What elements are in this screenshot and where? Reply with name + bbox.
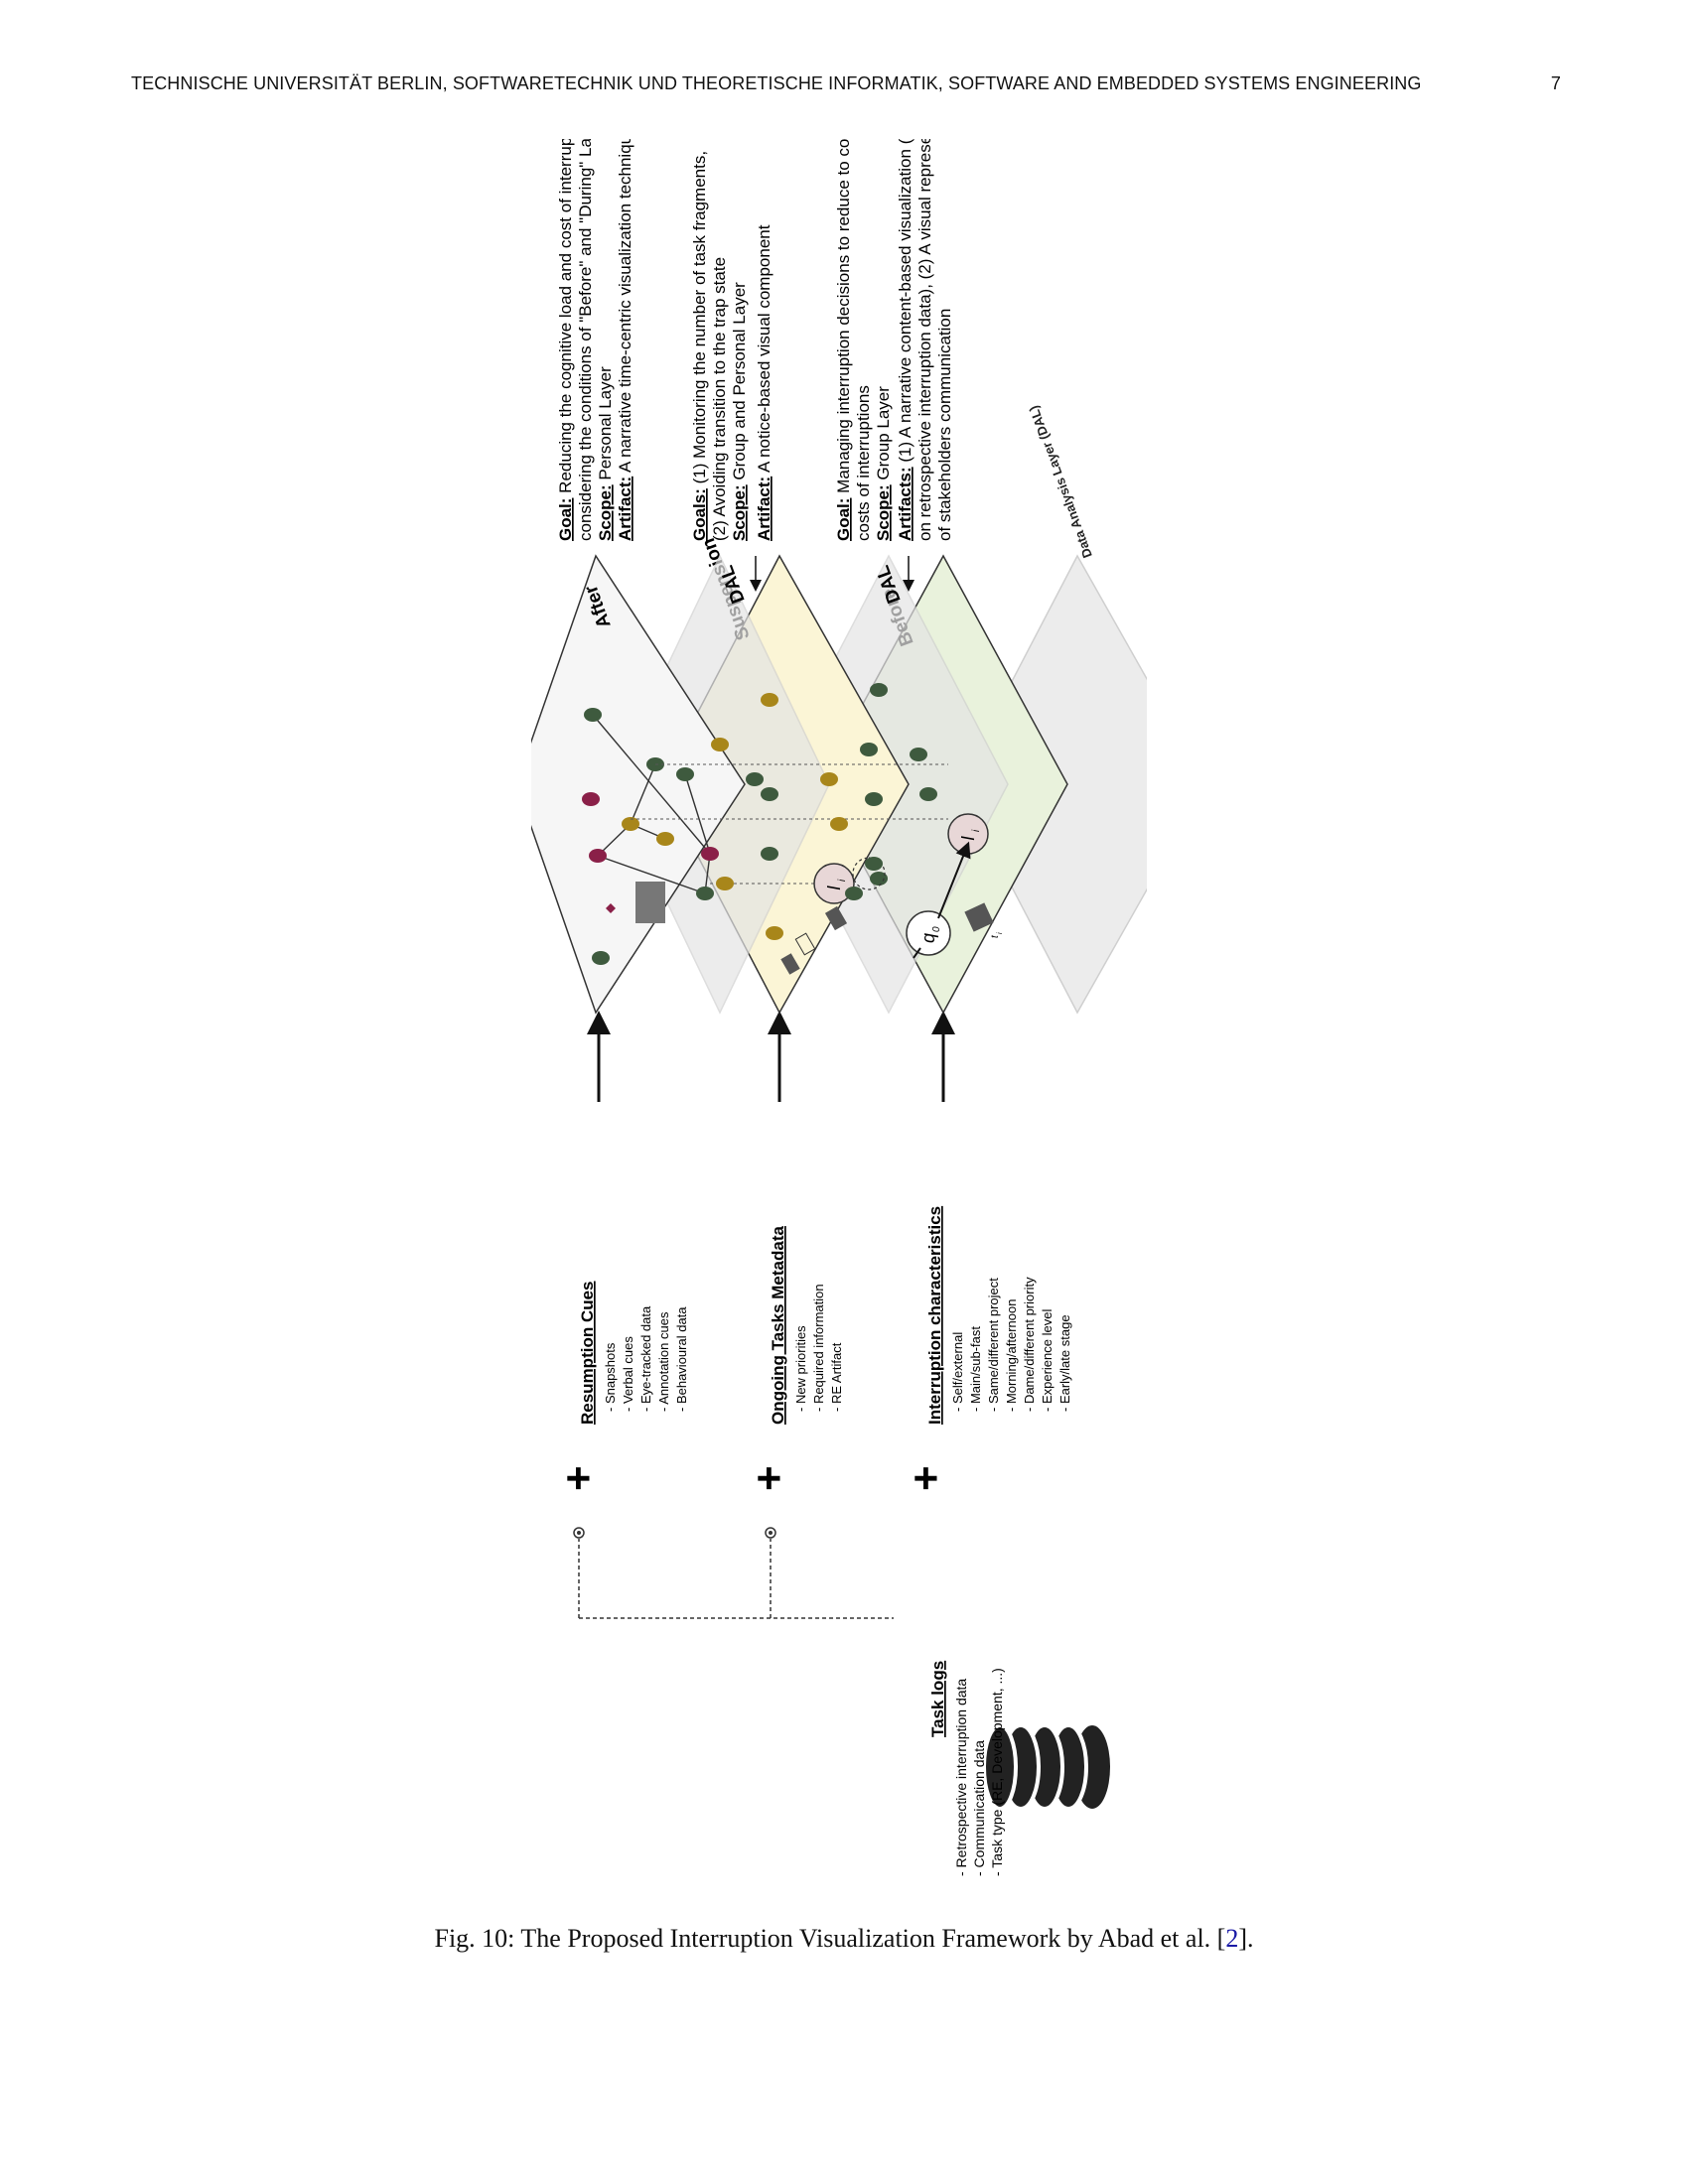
after-network-nodes — [582, 708, 719, 965]
dal-full-label: Data Analysis Layer (DAL) — [1026, 404, 1095, 560]
svg-text:Goal: Reducing the cognitive l: Goal: Reducing the cognitive load and co… — [556, 139, 575, 541]
snapshot-box — [635, 882, 665, 923]
running-header: TECHNISCHE UNIVERSITÄT BERLIN, SOFTWARET… — [131, 73, 1561, 99]
svg-text:on retrospective interruption: on retrospective interruption data), (2)… — [915, 139, 934, 541]
svg-text:Scope: Personal Layer: Scope: Personal Layer — [596, 366, 615, 541]
plus-sign: + — [554, 1465, 603, 1491]
input-item: - Main/sub-fast — [968, 1326, 983, 1412]
input-item: - Snapshots — [603, 1342, 618, 1412]
input-item: - Verbal cues — [621, 1336, 635, 1412]
after-network-edges — [592, 714, 711, 894]
svg-text:Artifact: A notice-based visua: Artifact: A notice-based visual componen… — [755, 224, 774, 541]
svg-text:Goals: (1) Monitoring the numb: Goals: (1) Monitoring the number of task… — [690, 151, 709, 541]
framework-figure-svg: Task logs - Retrospective interruption d… — [531, 139, 1147, 1876]
interruption-node — [813, 863, 855, 904]
graph-node — [656, 832, 674, 846]
svg-text:Scope: Group and Personal Laye: Scope: Group and Personal Layer — [730, 282, 749, 541]
svg-text:0: 0 — [931, 926, 942, 932]
input-item: - New priorities — [793, 1325, 808, 1412]
graph-node — [592, 951, 610, 965]
figure-caption: Fig. 10: The Proposed Interruption Visua… — [0, 1924, 1688, 1954]
task-logs-title: Task logs — [928, 1661, 947, 1737]
input-item: - Eye-tracked data — [638, 1305, 653, 1412]
svg-text:Scope: Group Layer: Scope: Group Layer — [874, 386, 893, 541]
input-item: - Behavioural data — [674, 1306, 689, 1412]
svg-text:Goal: Managing interruption de: Goal: Managing interruption decisions to… — [834, 139, 853, 541]
citation-link[interactable]: 2 — [1225, 1924, 1239, 1953]
start-state-node — [906, 910, 951, 956]
svg-text:q: q — [918, 933, 938, 943]
resumption-cues-title: Resumption Cues — [578, 1281, 597, 1425]
svg-text:(2) Avoiding transition to the: (2) Avoiding transition to the trap stat… — [710, 257, 729, 541]
svg-text:i: i — [997, 932, 1004, 934]
page-number: 7 — [1550, 73, 1561, 93]
svg-text:Artifacts: (1) A narrative con: Artifacts: (1) A narrative content-based… — [896, 139, 914, 541]
svg-text:I: I — [958, 836, 978, 841]
interruption-characteristics-title: Interruption characteristics — [925, 1206, 944, 1425]
input-item: - Self/external — [950, 1332, 965, 1412]
graph-node — [622, 817, 639, 831]
input-item: - RE Artifact — [829, 1342, 844, 1412]
description-before: Goal: Managing interruption decisions to… — [834, 139, 954, 541]
graph-node — [584, 708, 602, 722]
running-title: TECHNISCHE UNIVERSITÄT BERLIN, SOFTWARET… — [131, 73, 1422, 93]
connector-node — [765, 1527, 776, 1539]
graph-node — [701, 847, 719, 861]
node-i-label: I — [824, 886, 844, 890]
task-logs-item: - Retrospective interruption data — [953, 1679, 969, 1876]
ongoing-tasks-title: Ongoing Tasks Metadata — [769, 1226, 787, 1425]
task-logs-item: - Communication data — [971, 1740, 987, 1876]
graph-node — [696, 887, 714, 900]
graph-node — [589, 849, 607, 863]
svg-text:t: t — [990, 934, 1001, 938]
description-after: Goal: Reducing the cognitive load and co… — [556, 139, 634, 541]
input-item: - Early/late stage — [1057, 1314, 1072, 1412]
svg-text:considering the conditions of: considering the conditions of "Before" a… — [576, 139, 595, 541]
task-logs-item: - Task type (RE, Development, ...) — [989, 1668, 1005, 1876]
suspension-nodes: I i — [711, 693, 888, 975]
graph-node — [676, 767, 694, 781]
graph-node — [582, 792, 600, 806]
plus-sign: + — [745, 1465, 793, 1491]
caption-text: Fig. 10: The Proposed Interruption Visua… — [434, 1924, 1226, 1953]
connector-node — [573, 1527, 585, 1539]
caption-tail: ]. — [1238, 1924, 1254, 1953]
database-icon — [982, 1723, 1110, 1811]
input-item: - Annotation cues — [656, 1311, 671, 1412]
description-suspension: Goals: (1) Monitoring the number of task… — [690, 151, 774, 541]
svg-text:of stakeholders communication: of stakeholders communication — [935, 309, 954, 541]
svg-text:costs of interruptions: costs of interruptions — [854, 385, 873, 541]
input-item: - Same/different project — [986, 1278, 1001, 1412]
svg-text:i: i — [837, 879, 848, 882]
input-item: - Morning/afternoon — [1004, 1299, 1019, 1412]
plus-sign: + — [902, 1465, 950, 1491]
dashed-connector — [578, 1539, 894, 1619]
before-nodes: I i q 0 t i — [845, 683, 1004, 959]
star-marker — [606, 903, 616, 913]
svg-text:Artifact: A narrative time-cen: Artifact: A narrative time-centric visua… — [616, 139, 634, 541]
input-item: - Dame/different priority — [1022, 1277, 1037, 1412]
after-layer — [531, 554, 746, 1015]
svg-text:i: i — [971, 829, 982, 832]
framework-figure: Task logs - Retrospective interruption d… — [531, 139, 1147, 1886]
input-item: - Experience level — [1040, 1309, 1055, 1412]
input-item: - Required information — [811, 1284, 826, 1412]
